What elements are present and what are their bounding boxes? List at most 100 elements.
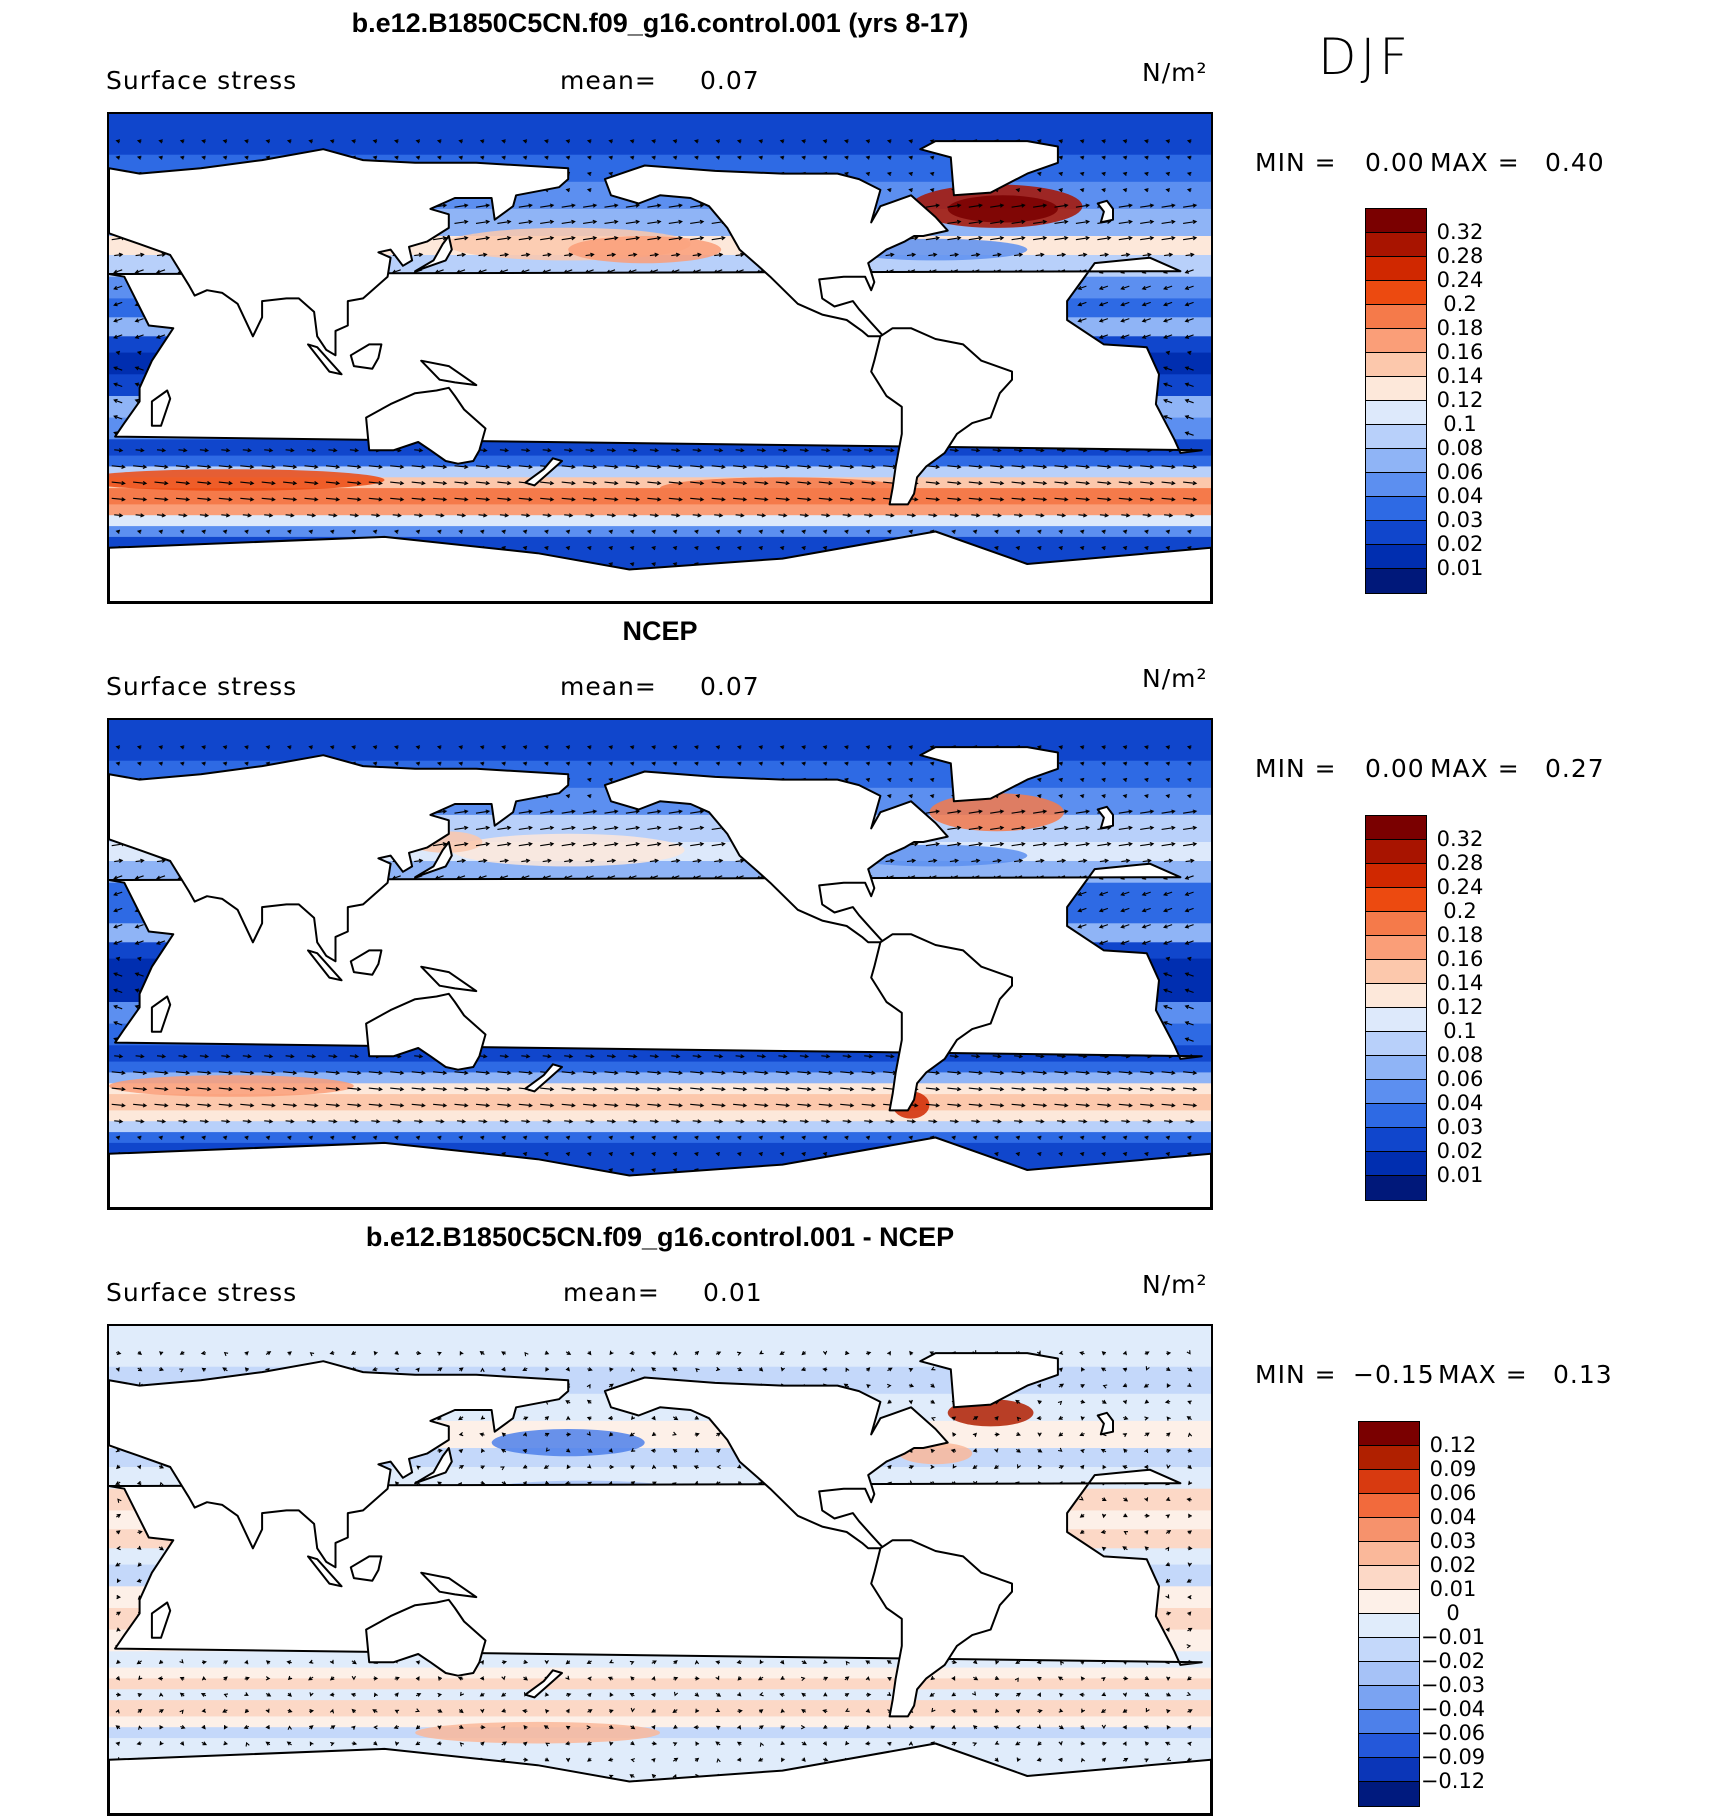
stress-vector xyxy=(714,252,724,257)
stress-vector xyxy=(135,1119,145,1124)
stress-vector xyxy=(308,529,313,534)
stress-vector xyxy=(499,448,510,453)
stress-vector xyxy=(649,858,660,863)
stress-vector xyxy=(286,745,292,750)
stress-vector xyxy=(947,235,962,241)
stress-vector xyxy=(1184,972,1194,977)
colorbar-swatch xyxy=(1366,401,1426,425)
stress-vector xyxy=(711,1103,726,1108)
stress-vector xyxy=(1102,1464,1107,1470)
colorbar-swatch xyxy=(1359,1614,1419,1638)
stress-vector xyxy=(990,480,1005,486)
stress-vector xyxy=(113,891,123,897)
stress-vector xyxy=(886,188,892,193)
stress-vector xyxy=(822,545,828,551)
continent-borneo xyxy=(349,343,383,370)
colorbar-swatch xyxy=(1366,840,1426,864)
stress-vector xyxy=(393,139,399,144)
stress-vector xyxy=(843,1135,849,1140)
stress-vector xyxy=(992,252,1002,257)
stress-vector xyxy=(561,235,576,241)
stress-vector xyxy=(993,545,999,551)
stress-vector xyxy=(651,139,656,144)
stress-vector xyxy=(995,1660,1000,1665)
stress-vector xyxy=(908,155,913,160)
continent-madagascar xyxy=(150,389,172,427)
stress-vector xyxy=(672,155,678,160)
stress-vector xyxy=(672,1448,678,1453)
stress-vector xyxy=(865,777,871,782)
stress-vector xyxy=(564,448,574,453)
continent-greenland xyxy=(919,140,1059,197)
stress-vector xyxy=(1078,513,1088,518)
stress-vector xyxy=(543,155,549,160)
stress-vector xyxy=(865,1676,870,1681)
stress-vector xyxy=(606,1119,617,1124)
stress-vector xyxy=(886,1660,892,1665)
stress-vector xyxy=(625,1086,641,1092)
stress-vector xyxy=(458,139,463,144)
stress-vector xyxy=(887,1677,892,1681)
stress-vector xyxy=(779,745,785,750)
stress-vector xyxy=(565,794,571,799)
stress-vector xyxy=(990,1103,1005,1108)
stress-vector xyxy=(368,497,383,502)
stress-vector xyxy=(1122,1465,1128,1470)
stress-vector xyxy=(373,1692,378,1698)
stress-vector xyxy=(694,1757,700,1763)
stress-vector xyxy=(1144,1676,1150,1680)
stress-vector xyxy=(844,1676,850,1681)
stress-vector xyxy=(673,1691,679,1697)
stress-vector xyxy=(1122,188,1128,193)
stress-vector xyxy=(779,1692,785,1697)
stress-vector xyxy=(1016,1432,1021,1437)
stress-vector xyxy=(1122,761,1128,766)
stress-vector xyxy=(1054,203,1069,208)
colorbar-swatch xyxy=(1366,864,1426,888)
colorbar-swatch xyxy=(1366,1176,1426,1200)
stress-vector xyxy=(1015,1741,1021,1746)
stress-vector xyxy=(1058,155,1063,160)
stress-vector xyxy=(115,529,121,534)
stress-vector xyxy=(1058,1415,1064,1420)
stress-vector xyxy=(1118,841,1133,847)
stress-vector xyxy=(586,777,592,783)
stress-vector xyxy=(308,1676,314,1681)
stress-vector xyxy=(222,529,228,534)
stress-vector xyxy=(458,529,463,534)
stress-vector xyxy=(756,1119,767,1124)
stress-vector xyxy=(1037,1400,1042,1405)
stress-vector xyxy=(1166,1448,1172,1453)
stress-vector xyxy=(1165,1135,1171,1140)
stress-vector xyxy=(116,1594,121,1600)
stress-vector xyxy=(906,858,917,863)
stress-vector xyxy=(499,1119,510,1124)
colorbar-tick-label: 0.32 xyxy=(1436,827,1484,851)
stress-vector xyxy=(758,745,763,750)
stress-vector xyxy=(1162,907,1173,913)
stress-vector xyxy=(475,497,491,502)
stress-vector xyxy=(115,1725,121,1730)
stress-vector xyxy=(1183,219,1198,225)
stress-vector xyxy=(244,1351,249,1356)
stress-vector xyxy=(1120,334,1130,339)
stress-vector xyxy=(651,1708,656,1713)
stress-vector xyxy=(437,1692,443,1698)
stress-vector xyxy=(1123,1531,1129,1535)
stress-band xyxy=(109,488,1211,505)
stress-vector xyxy=(179,1659,184,1664)
stress-vector xyxy=(736,745,742,750)
stress-vector xyxy=(779,1135,785,1140)
stress-vector xyxy=(1184,366,1194,371)
stress-vector xyxy=(606,1054,617,1059)
panel-3-map xyxy=(107,1324,1213,1816)
stress-vector xyxy=(501,1367,506,1372)
stress-vector xyxy=(158,1709,164,1714)
stress-vector xyxy=(1184,285,1194,291)
stress-vector xyxy=(544,1757,550,1762)
stress-vector xyxy=(1184,907,1194,913)
stress-vector xyxy=(604,841,619,847)
stress-region xyxy=(947,195,1058,223)
stress-vector xyxy=(1166,1351,1172,1356)
stress-vector xyxy=(1166,1757,1172,1762)
